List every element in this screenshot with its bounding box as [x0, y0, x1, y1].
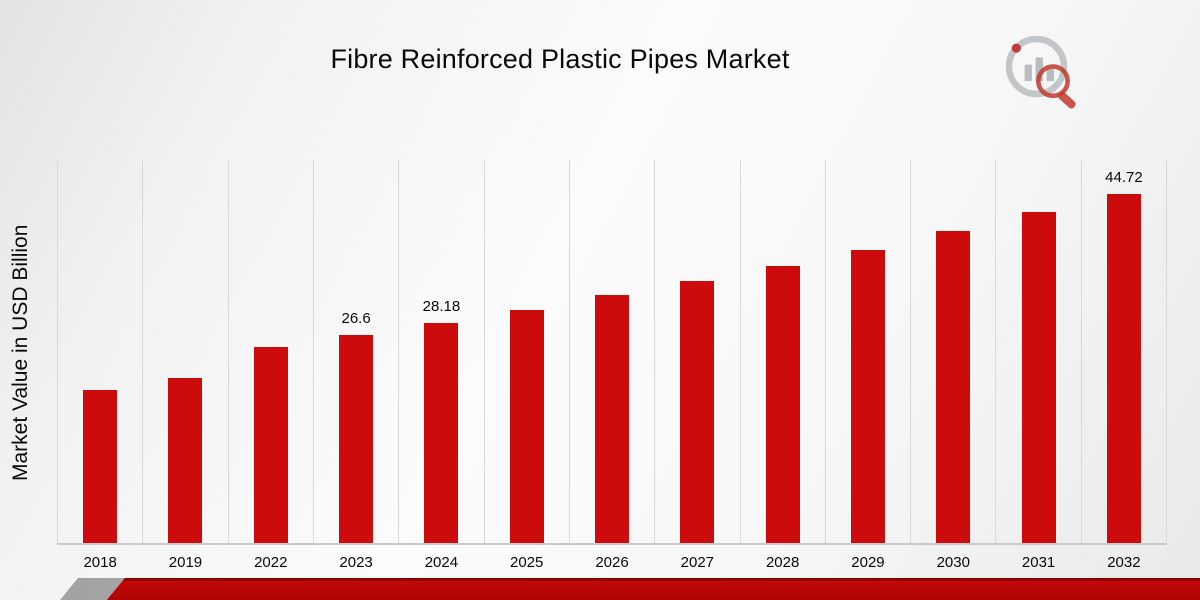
bar-2026	[595, 295, 630, 543]
brand-logo-icon	[1005, 35, 1076, 109]
chart-column-2018: 2018	[57, 160, 142, 571]
x-tick-label-2022: 2022	[254, 554, 288, 571]
bar-2019	[168, 378, 203, 543]
x-tick-label-2024: 2024	[424, 554, 459, 571]
x-tick-label-2031: 2031	[1021, 554, 1056, 571]
chart-column-2019: 2019	[142, 160, 227, 571]
bar-2030	[936, 231, 971, 543]
chart-column-2025: 2025	[483, 160, 569, 571]
bar-2023	[339, 335, 374, 543]
bar-2024	[424, 323, 459, 543]
x-tick-label-2032: 2032	[1107, 554, 1141, 571]
x-tick-label-2019: 2019	[168, 554, 203, 571]
footer-ribbon-red-segment	[106, 578, 1200, 600]
bar-value-label-2032: 44.72	[1105, 169, 1143, 186]
x-tick-label-2028: 2028	[765, 554, 800, 571]
chart-column-2028: 2028	[739, 160, 825, 571]
chart-column-2024: 28.18 2024	[398, 160, 483, 571]
y-axis-label: Market Value in USD Billion	[9, 224, 32, 481]
bar-2029	[850, 250, 885, 543]
x-tick-label-2018: 2018	[83, 554, 117, 571]
x-tick-label-2026: 2026	[595, 554, 629, 571]
bar-2031	[1021, 212, 1056, 543]
bar-2022	[253, 347, 288, 543]
bar-value-label-2023: 26.6	[341, 310, 371, 327]
bar-2025	[509, 310, 544, 543]
footer-ribbon	[0, 578, 1200, 600]
chart-title: Fibre Reinforced Plastic Pipes Market	[330, 44, 790, 74]
bar-2028	[765, 266, 800, 543]
chart-column-2027: 2027	[654, 160, 739, 571]
chart-column-2029: 2029	[824, 160, 910, 571]
chart-column-2026: 2026	[568, 160, 654, 571]
x-tick-label-2023: 2023	[339, 554, 373, 571]
bar-2032	[1106, 194, 1141, 543]
bar-value-label-2024: 28.18	[422, 298, 461, 315]
chart-column-2022: 2022	[227, 160, 313, 571]
chart-column-2032: 44.72 2032	[1080, 160, 1168, 571]
chart-column-2031: 2031	[995, 160, 1080, 571]
x-tick-label-2030: 2030	[936, 554, 970, 571]
footer-ribbon-gray-segment	[60, 578, 125, 600]
chart-column-2030: 2030	[910, 160, 995, 571]
bar-chart-plot-area: 2018 2019 2022 26.6 2023 28.18 2024 2025 2026 202…	[57, 160, 1168, 571]
x-tick-label-2025: 2025	[510, 554, 544, 571]
bar-2018	[83, 390, 118, 543]
bar-2027	[680, 281, 715, 543]
x-tick-label-2027: 2027	[680, 554, 715, 571]
x-tick-label-2029: 2029	[851, 554, 885, 571]
chart-column-2023: 26.6 2023	[312, 160, 398, 571]
